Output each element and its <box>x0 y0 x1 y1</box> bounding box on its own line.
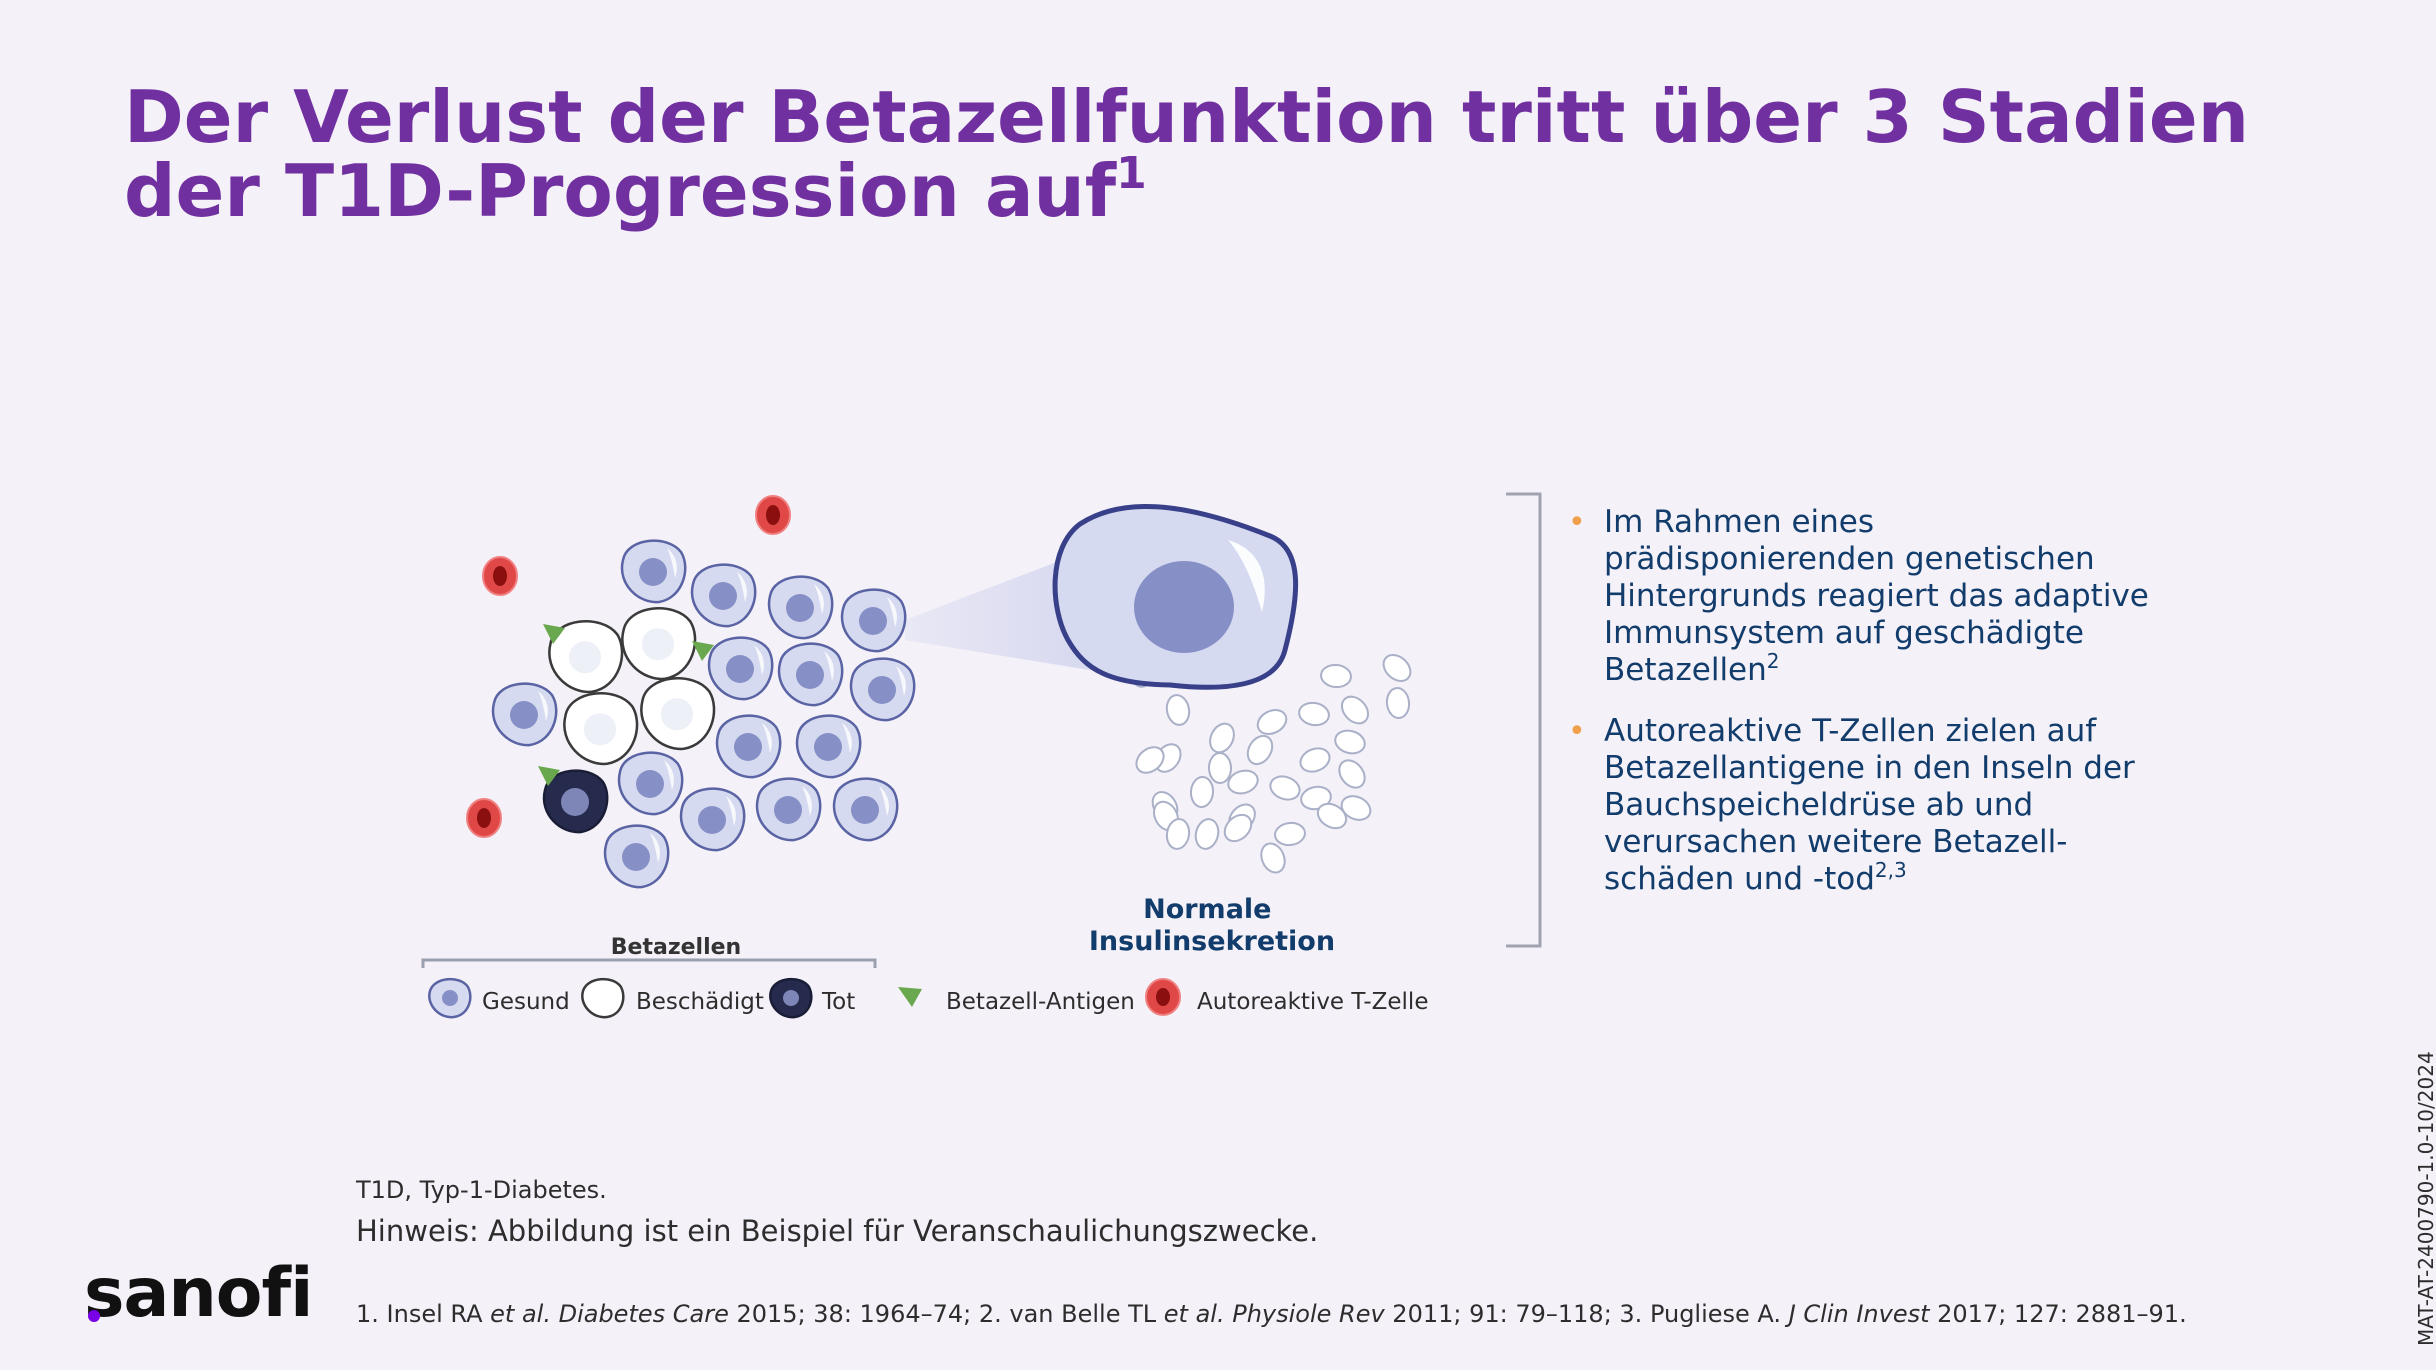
healthy-beta-cell <box>679 787 746 852</box>
healthy-beta-cell <box>849 657 916 722</box>
healthy-beta-cell <box>715 714 782 779</box>
damaged-beta-cell <box>563 692 639 766</box>
legend-damaged-label: Beschädigt <box>636 989 764 1015</box>
betazellen-bracket <box>421 958 877 968</box>
title-text: Der Verlust der Betazellfunktion tritt ü… <box>124 75 2249 233</box>
sanofi-logo: sanofi <box>84 1254 313 1333</box>
legend-dead-label: Tot <box>821 989 855 1015</box>
bullet-list: • Im Rahmen eines prädisponierenden gene… <box>1568 504 2164 922</box>
references: 1. Insel RA et al. Diabetes Care 2015; 3… <box>356 1300 2187 1328</box>
healthy-beta-cell <box>767 575 834 640</box>
title-footnote: 1 <box>1116 148 1147 199</box>
damaged-beta-cell <box>548 620 624 694</box>
healthy-beta-cell <box>617 751 684 816</box>
healthy-beta-cell <box>777 642 844 707</box>
insulin-granule <box>1165 694 1191 726</box>
insulin-granule <box>1338 759 1366 789</box>
insulin-granule <box>1320 663 1352 689</box>
antigen-marker <box>692 641 714 661</box>
healthy-beta-cell <box>603 824 670 889</box>
healthy-beta-cell <box>491 682 558 747</box>
insulin-granule <box>1340 795 1372 821</box>
healthy-beta-cell <box>755 777 822 842</box>
antigen-marker <box>538 766 560 786</box>
t-cell <box>466 798 502 838</box>
t-cell <box>755 495 791 535</box>
dead-cells <box>542 769 609 834</box>
bullet-marker: • <box>1568 714 1586 749</box>
healthy-beta-cell <box>832 777 899 842</box>
healthy-cells <box>491 539 916 889</box>
insulin-granule <box>1207 752 1233 784</box>
bullet-item: • Autoreaktive T-Zellen zielen auf Betaz… <box>1568 713 2164 898</box>
insulin-granule <box>1334 729 1366 755</box>
damaged-beta-cell <box>621 607 697 681</box>
legend-tcell-icon <box>1145 978 1181 1016</box>
antigens <box>538 624 714 786</box>
legend-healthy-label: Gesund <box>482 989 570 1015</box>
normal-secretion-label: Normale Insulinsekretion <box>1089 894 1335 957</box>
abbreviation-note: T1D, Typ-1-Diabetes. <box>356 1176 607 1204</box>
bullet-text: Autoreaktive T-Zellen zielen auf Betazel… <box>1604 713 2135 897</box>
healthy-beta-cell <box>707 636 774 701</box>
bullets-bracket <box>1506 492 1542 948</box>
logo-dot <box>88 1310 100 1322</box>
insulin-granule <box>1340 695 1370 725</box>
healthy-beta-cell <box>620 539 687 604</box>
legend-damaged-icon <box>581 978 625 1019</box>
insulin-granule <box>1209 722 1235 754</box>
legend-tcell-label: Autoreaktive T-Zelle <box>1197 989 1428 1015</box>
insulin-granule <box>1246 734 1274 766</box>
insulin-granule <box>1298 701 1330 727</box>
bullet-ref: 2 <box>1766 649 1780 673</box>
t-cells <box>466 495 791 838</box>
insulin-granule <box>1274 821 1306 847</box>
bullet-item: • Im Rahmen eines prädisponierenden gene… <box>1568 504 2164 689</box>
legend-healthy-icon <box>428 978 472 1019</box>
large-beta-cell <box>1052 504 1299 690</box>
bullet-text: Im Rahmen eines prädisponierenden geneti… <box>1604 504 2149 688</box>
bullet-ref: 2,3 <box>1874 858 1907 882</box>
illustration-note: Hinweis: Abbildung ist ein Beispiel für … <box>356 1214 1319 1248</box>
insulin-granule <box>1385 687 1411 719</box>
legend: Gesund Beschädigt Tot Betazell-Antigen A… <box>428 978 1428 1019</box>
insulin-granule <box>1382 654 1412 682</box>
document-id: MAT-AT-2400790-1.0-10/2024 <box>2414 1051 2436 1346</box>
antigen-marker <box>543 624 565 644</box>
legend-antigen-label: Betazell-Antigen <box>946 989 1135 1015</box>
legend-antigen-icon <box>898 987 922 1007</box>
healthy-beta-cell <box>690 563 757 628</box>
insulin-granule <box>1299 747 1331 773</box>
insulin-granule <box>1194 818 1220 850</box>
damaged-cells <box>548 607 716 766</box>
legend-dead-icon <box>769 978 813 1019</box>
healthy-beta-cell <box>840 588 907 653</box>
insulin-granule <box>1316 802 1348 830</box>
dead-beta-cell <box>542 769 609 834</box>
insulin-granule <box>1256 709 1288 735</box>
bullet-marker: • <box>1568 505 1586 540</box>
insulin-granule <box>1223 813 1253 843</box>
healthy-beta-cell <box>795 714 862 779</box>
page-title: Der Verlust der Betazellfunktion tritt ü… <box>124 80 2364 228</box>
insulin-granule <box>1135 746 1165 774</box>
betazellen-label: Betazellen <box>611 935 741 960</box>
insulin-granule <box>1165 818 1191 850</box>
insulin-granule <box>1260 842 1286 874</box>
insulin-granule <box>1227 769 1259 795</box>
damaged-beta-cell <box>640 677 716 751</box>
t-cell <box>482 556 518 596</box>
insulin-granule <box>1269 775 1301 801</box>
insulin-granule <box>1189 776 1215 808</box>
